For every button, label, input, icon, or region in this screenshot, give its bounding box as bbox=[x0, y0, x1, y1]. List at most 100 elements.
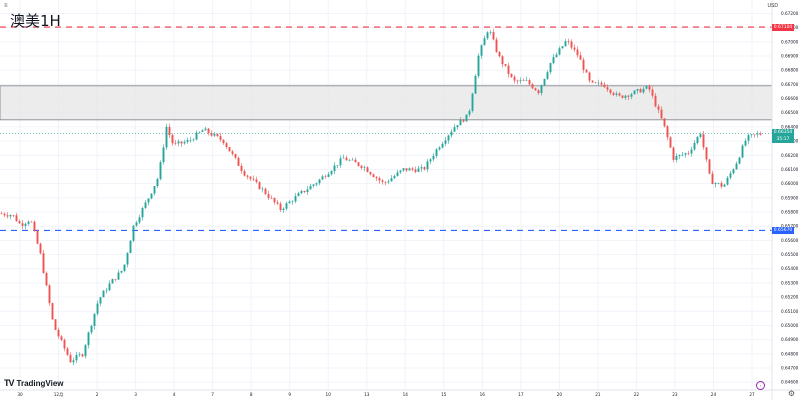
candle-body bbox=[75, 355, 78, 361]
candle-body bbox=[549, 63, 552, 73]
price-tick-label: 0.66000 bbox=[781, 181, 799, 186]
candle-body bbox=[99, 297, 102, 304]
price-tick-label: 0.66900 bbox=[781, 54, 799, 59]
candle-body bbox=[189, 139, 192, 141]
candle-body bbox=[522, 80, 525, 81]
candle-body bbox=[714, 183, 717, 185]
candle-body bbox=[333, 165, 336, 172]
candle-body bbox=[234, 153, 237, 158]
candle-body bbox=[93, 313, 96, 326]
candle-body bbox=[183, 141, 186, 144]
candle-body bbox=[477, 55, 480, 76]
candle-body bbox=[144, 202, 147, 208]
candle-body bbox=[378, 178, 381, 181]
candle-body bbox=[540, 85, 543, 94]
candle-body bbox=[504, 64, 507, 66]
candle-body bbox=[705, 147, 708, 160]
candle-body bbox=[282, 208, 285, 210]
candle-body bbox=[483, 38, 486, 46]
candle-body bbox=[399, 170, 402, 173]
candle-body bbox=[153, 186, 156, 194]
candle-body bbox=[423, 167, 426, 170]
candle-body bbox=[615, 93, 618, 95]
candle-body bbox=[696, 136, 699, 144]
candle-body bbox=[396, 172, 399, 176]
candle-body bbox=[159, 162, 162, 179]
bar-countdown: 35:17 bbox=[776, 137, 790, 143]
candle-body bbox=[729, 173, 732, 178]
candle-body bbox=[552, 57, 555, 64]
candle-body bbox=[63, 339, 66, 349]
candle-body bbox=[54, 319, 57, 330]
candle-body bbox=[507, 65, 510, 74]
candle-body bbox=[708, 159, 711, 174]
hamburger-icon[interactable]: ≡ bbox=[4, 3, 8, 9]
candle-body bbox=[330, 171, 333, 175]
candle-body bbox=[588, 72, 591, 81]
candle-body bbox=[366, 167, 369, 173]
candle-body bbox=[618, 93, 621, 96]
candle-body bbox=[360, 165, 363, 168]
candle-body bbox=[498, 51, 501, 57]
candle-body bbox=[111, 279, 114, 284]
price-tick-label: 0.66400 bbox=[781, 124, 799, 129]
candle-body bbox=[219, 136, 222, 140]
candle-body bbox=[315, 183, 318, 185]
candle-body bbox=[102, 290, 105, 298]
candle-body bbox=[699, 134, 702, 137]
candle-body bbox=[264, 188, 267, 195]
candle-body bbox=[9, 215, 12, 217]
candle-body bbox=[90, 325, 93, 333]
price-tick-label: 0.66200 bbox=[781, 153, 799, 158]
go-to-realtime-icon[interactable]: › bbox=[756, 381, 765, 390]
candle-body bbox=[60, 336, 63, 340]
candle-body bbox=[468, 110, 471, 115]
candle-body bbox=[675, 155, 678, 160]
price-tick-label: 0.64900 bbox=[781, 337, 799, 342]
candle-body bbox=[117, 272, 120, 280]
candle-body bbox=[96, 303, 99, 314]
candle-body bbox=[345, 157, 348, 161]
candle-body bbox=[174, 143, 177, 144]
price-tick-label: 0.64700 bbox=[781, 366, 799, 371]
candle-body bbox=[237, 157, 240, 166]
candle-body bbox=[669, 137, 672, 148]
candle-body bbox=[573, 47, 576, 50]
candle-body bbox=[147, 198, 150, 203]
time-axis: 30 12月 2 3 4 7 8 9 10 13 14 15 16 17 20 21 22 23 24 27 bbox=[17, 392, 755, 398]
candle-body bbox=[216, 133, 219, 137]
candle-body bbox=[429, 159, 432, 162]
candle-body bbox=[210, 133, 213, 136]
time-tick-label: 9 bbox=[288, 392, 291, 397]
candle-body bbox=[141, 207, 144, 218]
candle-body bbox=[297, 193, 300, 197]
candle-body bbox=[3, 213, 6, 216]
candle-body bbox=[120, 270, 123, 273]
candle-body bbox=[132, 225, 135, 241]
candle-body bbox=[546, 72, 549, 79]
candle-body bbox=[723, 184, 726, 187]
gear-icon[interactable]: ⚙ bbox=[787, 389, 795, 398]
candle-body bbox=[426, 161, 429, 170]
candle-body bbox=[291, 201, 294, 203]
candle-body bbox=[51, 303, 54, 320]
time-tick-label: 24 bbox=[711, 392, 717, 397]
candle-body bbox=[633, 90, 636, 95]
candle-body bbox=[450, 131, 453, 136]
candle-body bbox=[558, 48, 561, 55]
candle-body bbox=[717, 183, 720, 184]
candle-body bbox=[489, 32, 492, 33]
candle-body bbox=[471, 93, 474, 111]
tradingview-logo[interactable]: TV TradingView bbox=[4, 378, 64, 388]
price-tick-label: 0.65700 bbox=[781, 224, 799, 229]
time-tick-label: 17 bbox=[518, 392, 524, 397]
candle-body bbox=[255, 179, 258, 183]
candle-body bbox=[438, 147, 441, 150]
currency-label[interactable]: USD bbox=[767, 3, 778, 9]
candle-body bbox=[309, 185, 312, 190]
price-axis: 0.672000.671000.670000.669000.668000.667… bbox=[781, 11, 799, 385]
current-price-tag: 0.66354 35:17 bbox=[772, 129, 794, 144]
candle-body bbox=[591, 80, 594, 83]
candle-body bbox=[681, 154, 684, 156]
